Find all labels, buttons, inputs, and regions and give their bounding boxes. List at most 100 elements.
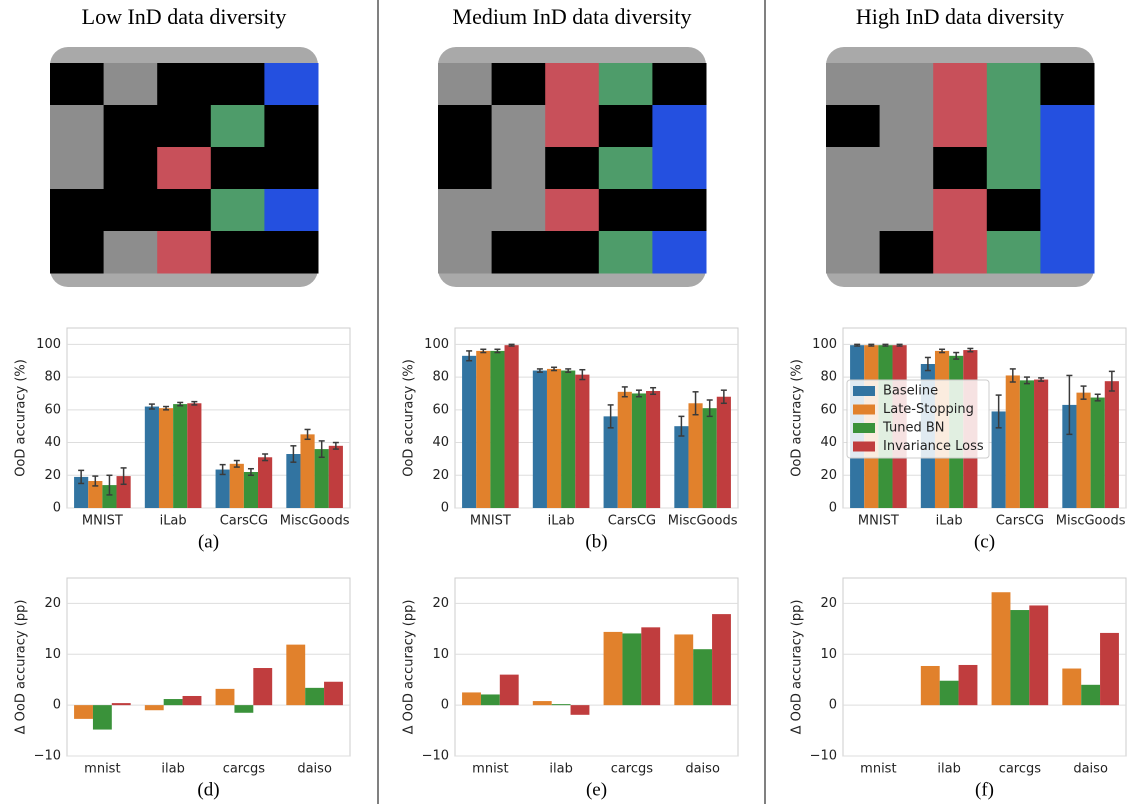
image-tile xyxy=(599,231,653,274)
x-tick-label: mnist xyxy=(84,762,120,777)
y-tick-label: 0 xyxy=(53,501,61,516)
bar xyxy=(173,404,187,508)
y-tick-label: 0 xyxy=(441,698,449,713)
y-tick-label: −10 xyxy=(810,749,837,764)
image-tile xyxy=(987,231,1041,274)
image-tile xyxy=(652,189,706,232)
bar xyxy=(641,627,660,705)
image-tile xyxy=(1040,105,1094,148)
bar xyxy=(632,393,646,508)
y-axis-label: Δ OoD accuracy (pp) xyxy=(14,600,29,735)
y-tick-label: 40 xyxy=(820,435,837,450)
bar xyxy=(604,416,618,508)
image-tile xyxy=(599,105,653,148)
image-tile xyxy=(599,63,653,106)
bar xyxy=(1076,393,1090,508)
y-axis-label: OoD accuracy (%) xyxy=(14,359,29,477)
bar xyxy=(462,692,481,705)
image-tile xyxy=(933,63,987,106)
y-axis-label: Δ OoD accuracy (pp) xyxy=(402,600,417,735)
image-tile xyxy=(157,189,211,232)
legend-swatch xyxy=(853,442,875,452)
image-tile xyxy=(50,63,104,106)
bar xyxy=(552,704,571,705)
x-tick-label: mnist xyxy=(472,762,508,777)
bar xyxy=(959,665,978,705)
x-tick-label: carcgs xyxy=(999,762,1042,777)
image-tile xyxy=(50,105,104,148)
panel-caption: (b) xyxy=(585,531,607,552)
y-axis-label: OoD accuracy (%) xyxy=(790,359,805,477)
plot-area xyxy=(843,578,1126,756)
y-tick-label: 10 xyxy=(820,647,837,662)
bar xyxy=(1062,669,1081,706)
image-tile xyxy=(157,105,211,148)
y-tick-label: 80 xyxy=(44,370,61,385)
x-tick-label: ilab xyxy=(161,762,184,777)
y-tick-label: 80 xyxy=(432,370,449,385)
figure: Low InD data diversityMedium InD data di… xyxy=(0,0,1135,804)
x-tick-label: carcgs xyxy=(611,762,654,777)
y-tick-label: 0 xyxy=(441,501,449,516)
image-tile xyxy=(933,189,987,232)
y-tick-label: 100 xyxy=(812,337,837,352)
y-axis-label: Δ OoD accuracy (pp) xyxy=(790,600,805,735)
image-tile xyxy=(50,231,104,274)
legend-label: Invariance Loss xyxy=(883,439,984,454)
legend-label: Late-Stopping xyxy=(883,402,974,417)
image-tile xyxy=(826,63,880,106)
bar xyxy=(481,694,500,705)
bar xyxy=(992,592,1011,705)
x-tick-label: MNIST xyxy=(82,514,123,529)
bar xyxy=(717,397,731,508)
bar xyxy=(476,351,490,508)
y-tick-label: 0 xyxy=(53,698,61,713)
x-tick-label: daiso xyxy=(297,762,332,777)
bar xyxy=(230,464,244,508)
y-tick-label: 20 xyxy=(820,596,837,611)
image-tile xyxy=(933,147,987,190)
image-tile xyxy=(545,147,599,190)
bar xyxy=(300,434,314,508)
bar xyxy=(533,371,547,508)
panel-caption: (c) xyxy=(974,531,995,552)
bar xyxy=(183,696,202,705)
y-tick-label: 20 xyxy=(44,468,61,483)
image-tile xyxy=(545,63,599,106)
bar xyxy=(93,705,112,729)
y-tick-label: 20 xyxy=(44,596,61,611)
image-tile xyxy=(880,231,934,274)
image-tile xyxy=(933,105,987,148)
image-tile xyxy=(50,189,104,232)
image-tile xyxy=(104,105,158,148)
bar xyxy=(234,705,253,713)
y-tick-label: 60 xyxy=(432,402,449,417)
legend-swatch xyxy=(853,405,875,415)
image-tile xyxy=(264,105,318,148)
bar xyxy=(688,403,702,508)
bar xyxy=(674,426,688,508)
bar xyxy=(253,668,272,705)
image-tile xyxy=(1040,63,1094,106)
y-tick-label: 40 xyxy=(432,435,449,450)
panel-caption: (e) xyxy=(586,779,607,800)
bar xyxy=(324,682,343,705)
image-tile xyxy=(492,189,546,232)
bar xyxy=(490,351,504,508)
image-tile xyxy=(599,189,653,232)
x-tick-label: carcgs xyxy=(223,762,266,777)
image-tile xyxy=(157,63,211,106)
bar xyxy=(74,705,93,719)
image-tile xyxy=(211,63,265,106)
bar xyxy=(258,457,272,508)
bar xyxy=(703,408,717,508)
bar xyxy=(244,472,258,508)
x-tick-label: MNIST xyxy=(858,514,899,529)
bar xyxy=(500,675,519,706)
x-tick-label: mnist xyxy=(860,762,896,777)
image-tile xyxy=(211,231,265,274)
image-tile xyxy=(157,147,211,190)
image-tile xyxy=(652,63,706,106)
image-tile xyxy=(438,231,492,274)
y-tick-label: 20 xyxy=(432,596,449,611)
